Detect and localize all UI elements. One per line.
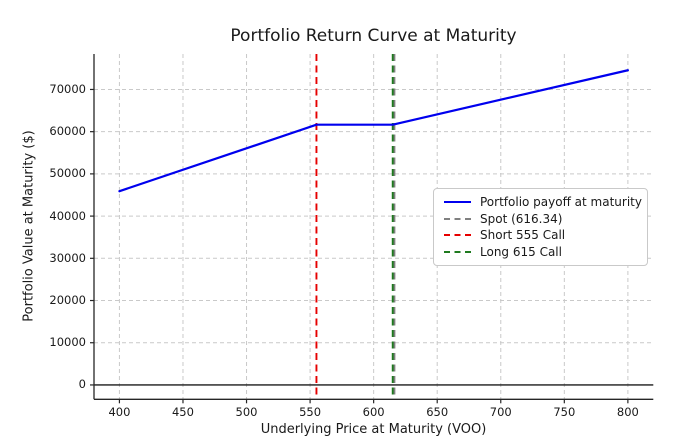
x-tick-label: 500 bbox=[235, 405, 258, 420]
legend: Portfolio payoff at maturity Spot (616.3… bbox=[433, 188, 648, 266]
x-tick-label: 450 bbox=[171, 405, 194, 420]
x-tick-label: 550 bbox=[299, 405, 322, 420]
legend-item-payoff: Portfolio payoff at maturity bbox=[444, 194, 642, 211]
x-tick-label: 600 bbox=[362, 405, 385, 420]
chart-title: Portfolio Return Curve at Maturity bbox=[230, 26, 517, 46]
legend-line-sample bbox=[444, 250, 471, 253]
legend-item-long-call: Long 615 Call bbox=[444, 244, 639, 261]
y-tick-label: 30000 bbox=[49, 250, 86, 265]
x-tick-label: 700 bbox=[489, 405, 512, 420]
legend-item-spot: Spot (616.34) bbox=[444, 211, 639, 228]
y-tick-label: 40000 bbox=[49, 208, 86, 223]
legend-label: Portfolio payoff at maturity bbox=[480, 195, 642, 210]
y-tick-label: 0 bbox=[78, 377, 86, 392]
legend-item-short-call: Short 555 Call bbox=[444, 227, 639, 244]
legend-line-sample bbox=[444, 217, 471, 220]
x-tick-label: 400 bbox=[108, 405, 131, 420]
legend-line-sample bbox=[444, 234, 471, 237]
payoff-line bbox=[118, 69, 629, 193]
legend-label: Spot (616.34) bbox=[480, 211, 563, 226]
y-tick-label: 20000 bbox=[49, 293, 86, 308]
legend-label: Short 555 Call bbox=[480, 228, 566, 243]
x-axis-label: Underlying Price at Maturity (VOO) bbox=[260, 422, 487, 437]
x-tick-label: 750 bbox=[553, 405, 576, 420]
legend-line-sample bbox=[444, 201, 471, 204]
y-tick-label: 60000 bbox=[49, 124, 86, 139]
y-tick-label: 10000 bbox=[49, 335, 86, 350]
x-tick-label: 650 bbox=[426, 405, 449, 420]
x-tick-label: 800 bbox=[616, 405, 639, 420]
y-tick-label: 50000 bbox=[49, 166, 86, 181]
legend-label: Long 615 Call bbox=[480, 244, 562, 259]
y-tick-label: 70000 bbox=[49, 81, 86, 96]
